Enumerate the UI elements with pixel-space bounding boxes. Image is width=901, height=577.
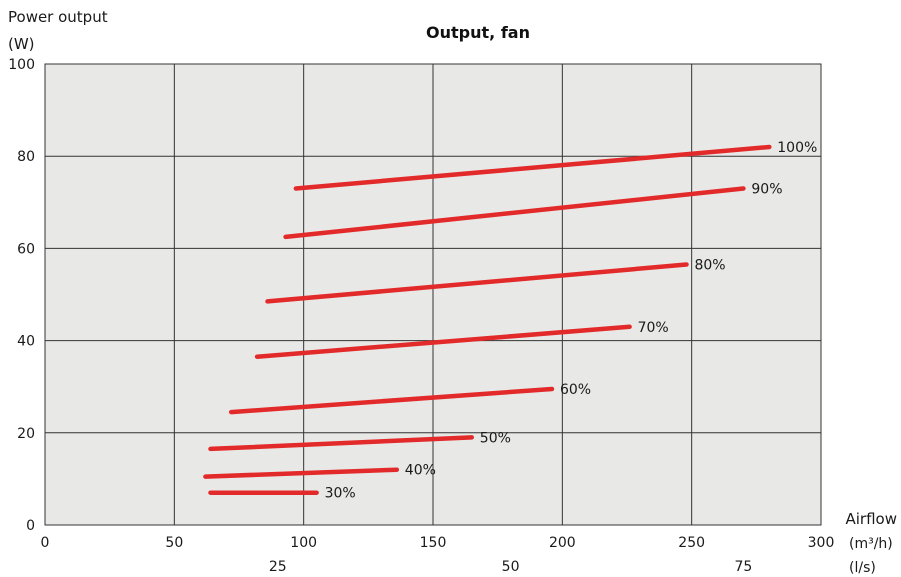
series-line-70pct: [254, 324, 632, 359]
y-tick-label: 80: [17, 149, 35, 165]
x-tick-label: 0: [41, 535, 50, 551]
x-axis-unit-m3h: (m³/h): [849, 536, 893, 552]
series-line-40pct: [203, 467, 400, 479]
series-label: 80%: [694, 258, 725, 274]
series-label: 70%: [638, 320, 669, 336]
y-tick-labels: 0 20 40 60 80 100: [8, 57, 35, 534]
y-tick-label: 100: [8, 57, 35, 73]
x-tick-label: 50: [165, 535, 183, 551]
x-axis-unit-ls: (l/s): [849, 560, 876, 576]
series-line-50pct: [208, 435, 475, 452]
x-tick-label: 200: [549, 535, 576, 551]
x-tick-label: 100: [290, 535, 317, 551]
series-label: 50%: [480, 430, 511, 446]
series-label: 40%: [405, 463, 436, 479]
x-tick-labels: 0 50 100 150 200 250 300: [41, 535, 835, 551]
x-tick-label: 300: [808, 535, 835, 551]
series-line-80pct: [265, 262, 689, 304]
series-line-100pct: [293, 144, 772, 191]
y-tick-label: 60: [17, 241, 35, 257]
y-tick-label: 0: [26, 518, 35, 534]
series-label: 90%: [751, 181, 782, 197]
series-line-90pct: [283, 186, 746, 240]
x-axis-title: Airflow: [846, 510, 898, 528]
x-secondary-tick-label: 25: [269, 559, 287, 575]
series-lines: 100% 90% 80% 70% 60% 50% 40% 30%: [203, 140, 817, 502]
x-secondary-tick-label: 50: [502, 559, 520, 575]
series-label: 30%: [325, 486, 356, 502]
y-axis-title: Power output: [8, 8, 108, 26]
chart-title: Output, fan: [426, 23, 530, 42]
x-tick-label: 250: [678, 535, 705, 551]
x-secondary-tick-label: 75: [734, 559, 752, 575]
y-tick-label: 40: [17, 334, 35, 350]
series-line-60pct: [228, 386, 555, 415]
y-tick-label: 20: [17, 426, 35, 442]
y-axis-unit: (W): [8, 35, 35, 53]
grid-lines: [45, 64, 821, 525]
series-label: 60%: [560, 382, 591, 398]
x-secondary-tick-labels: 25 50 75: [269, 559, 752, 575]
series-label: 100%: [777, 140, 817, 156]
x-tick-label: 150: [420, 535, 447, 551]
